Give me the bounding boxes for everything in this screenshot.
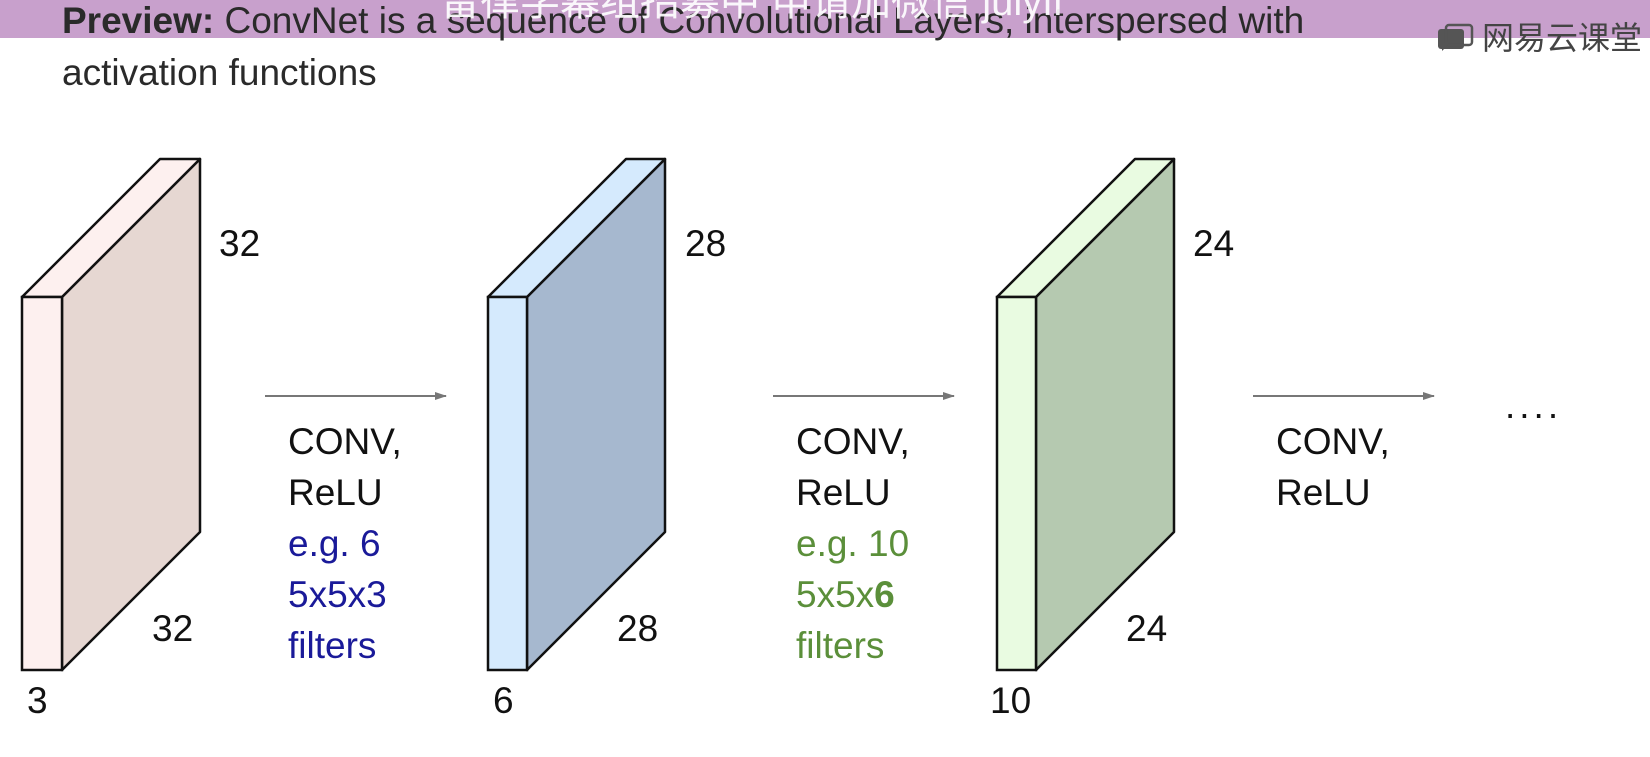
title-prefix: Preview: bbox=[62, 0, 215, 41]
video-subtitle-overlay: 留律学幕组招募中 申请加微信 julyfl bbox=[440, 0, 1063, 24]
volume-height-label: 24 bbox=[1193, 223, 1234, 264]
operation-1: CONV, ReLU e.g. 6 5x5x3 filters bbox=[288, 421, 402, 666]
volume-width-label: 32 bbox=[152, 608, 193, 649]
volume-width-label: 24 bbox=[1126, 608, 1167, 649]
op-line-1: CONV, bbox=[1276, 421, 1390, 462]
filters-line-3: filters bbox=[796, 625, 884, 666]
op-line-2: ReLU bbox=[288, 472, 383, 513]
volume-front-face bbox=[486, 295, 529, 672]
filters-line-2: 5x5x6 bbox=[796, 574, 895, 615]
volume-height-label: 28 bbox=[685, 223, 726, 264]
op-line-1: CONV, bbox=[288, 421, 402, 462]
volume-front-face bbox=[995, 295, 1038, 672]
conv2-output-volume: 24 24 10 bbox=[990, 157, 1234, 721]
operation-3: CONV, ReLU bbox=[1276, 421, 1390, 513]
op-line-1: CONV, bbox=[796, 421, 910, 462]
volume-height-label: 32 bbox=[219, 223, 260, 264]
title-highlight-bar bbox=[0, 0, 1650, 38]
operation-2: CONV, ReLU e.g. 10 5x5x6 filters bbox=[796, 421, 910, 666]
filters-size: 5x5x3 bbox=[288, 574, 387, 615]
platform-logo: 网易云课堂 bbox=[1436, 22, 1642, 54]
title-text-1: ConvNet is a sequence of Convolutional L… bbox=[224, 0, 1305, 41]
conv1-output-volume: 28 28 6 bbox=[486, 157, 726, 721]
filters-line-3: filters bbox=[288, 625, 376, 666]
title-text-2: activation functions bbox=[62, 52, 377, 93]
continuation-ellipsis: .... bbox=[1505, 385, 1562, 426]
input-volume: 32 32 3 bbox=[20, 157, 260, 721]
filters-line-1: e.g. 6 bbox=[288, 523, 381, 564]
slide-title-line-2: activation functions bbox=[62, 54, 377, 91]
op-line-2: ReLU bbox=[796, 472, 891, 513]
netease-cloud-classroom-icon bbox=[1437, 23, 1474, 51]
volume-front-face bbox=[20, 295, 64, 672]
filters-size: 5x5x bbox=[796, 574, 875, 615]
filters-depth-bold: 6 bbox=[874, 574, 895, 615]
op-line-2: ReLU bbox=[1276, 472, 1371, 513]
slide-title-line-1: Preview: ConvNet is a sequence of Convol… bbox=[62, 2, 1304, 39]
filters-line-2: 5x5x3 bbox=[288, 574, 387, 615]
filters-line-1: e.g. 10 bbox=[796, 523, 909, 564]
volume-depth-label: 6 bbox=[493, 680, 514, 721]
logo-text: 网易云课堂 bbox=[1481, 20, 1642, 56]
volume-depth-label: 10 bbox=[990, 680, 1031, 721]
volume-depth-label: 3 bbox=[27, 680, 48, 721]
volume-width-label: 28 bbox=[617, 608, 658, 649]
